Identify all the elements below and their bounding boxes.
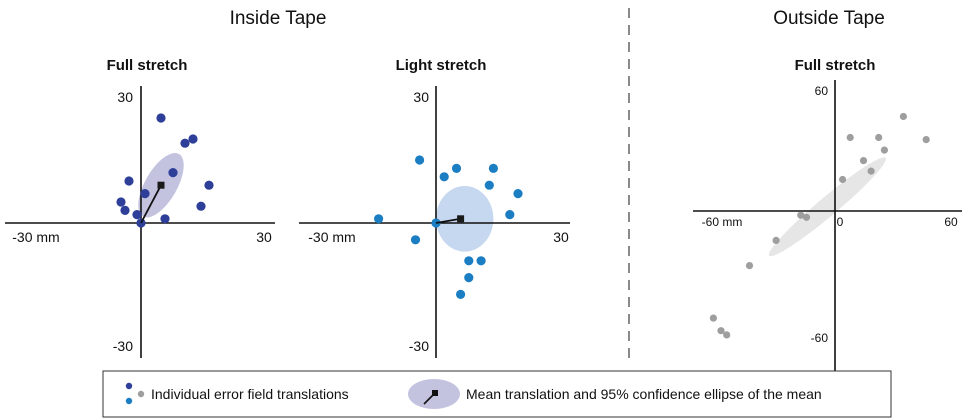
data-point bbox=[451, 163, 462, 173]
data-point bbox=[415, 155, 425, 165]
data-point bbox=[410, 235, 421, 245]
y-tick-label: 60 bbox=[815, 84, 829, 98]
legend-dot-light-stretch bbox=[125, 397, 133, 405]
data-point bbox=[839, 175, 847, 184]
data-point bbox=[188, 134, 198, 144]
mean-marker bbox=[457, 215, 465, 223]
data-point bbox=[196, 201, 206, 211]
legend-box bbox=[102, 370, 892, 418]
confidence-ellipse bbox=[436, 185, 494, 252]
scatter-panel-full-stretch-inside: -30 mm 30 30 -30 bbox=[5, 86, 275, 358]
data-point bbox=[439, 172, 449, 182]
mean-translation-line bbox=[140, 184, 162, 224]
data-point bbox=[374, 214, 384, 224]
data-point bbox=[745, 262, 754, 270]
scatter-panel-full-stretch-outside: -60 mm 0 60 60 -60 bbox=[693, 80, 962, 372]
data-point bbox=[846, 133, 854, 142]
y-tick-label: -30 bbox=[113, 338, 133, 354]
confidence-ellipse bbox=[768, 157, 886, 257]
data-point bbox=[124, 176, 134, 186]
x-tick-label: 60 bbox=[944, 215, 958, 229]
x-tick-label: -60 mm bbox=[702, 215, 743, 229]
legend: Individual error field translations Mean… bbox=[102, 370, 892, 418]
mean-marker bbox=[157, 181, 165, 189]
legend-dot-outside bbox=[137, 390, 145, 398]
data-point bbox=[922, 136, 930, 144]
data-point bbox=[116, 197, 126, 207]
legend-individual-label: Individual error field translations bbox=[151, 386, 349, 402]
y-tick-label: -30 bbox=[409, 338, 429, 354]
data-point bbox=[168, 168, 178, 178]
data-point bbox=[717, 327, 725, 335]
x-tick-label: 0 bbox=[837, 215, 844, 229]
panel-title-full-inside: Full stretch bbox=[107, 57, 188, 74]
y-tick-label: -60 bbox=[811, 331, 829, 345]
data-point bbox=[132, 210, 142, 220]
y-tick-label: 30 bbox=[413, 89, 429, 105]
legend-mean-marker bbox=[432, 390, 438, 396]
y-tick-label: 30 bbox=[117, 89, 133, 105]
data-point bbox=[204, 180, 214, 190]
x-tick-label: 30 bbox=[553, 229, 569, 245]
x-tick-label: 30 bbox=[256, 229, 272, 245]
data-point bbox=[488, 163, 498, 173]
data-point bbox=[709, 314, 718, 322]
data-point bbox=[899, 112, 908, 121]
data-point bbox=[156, 113, 166, 123]
data-point bbox=[120, 205, 130, 215]
data-point bbox=[140, 189, 150, 199]
data-point bbox=[802, 213, 811, 221]
data-point bbox=[464, 273, 474, 283]
data-point bbox=[875, 133, 883, 142]
data-point bbox=[772, 236, 780, 244]
scatter-panel-light-stretch-inside: -30 mm 30 30 -30 bbox=[299, 86, 570, 358]
x-tick-label: -30 mm bbox=[308, 229, 355, 245]
mean-translation-line bbox=[435, 217, 461, 224]
outside-tape-heading: Outside Tape bbox=[773, 8, 885, 29]
data-point bbox=[723, 331, 731, 339]
data-point bbox=[859, 157, 868, 165]
data-point bbox=[867, 167, 875, 175]
data-point bbox=[797, 211, 805, 219]
panel-title-full-outside: Full stretch bbox=[795, 57, 876, 74]
inside-tape-heading: Inside Tape bbox=[230, 8, 327, 29]
data-point bbox=[456, 289, 466, 299]
legend-dot-full-stretch bbox=[125, 382, 133, 390]
data-point bbox=[180, 138, 190, 148]
data-point bbox=[464, 256, 474, 266]
data-point bbox=[513, 189, 523, 199]
data-point bbox=[880, 146, 889, 154]
legend-mean-label: Mean translation and 95% confidence elli… bbox=[466, 386, 822, 402]
data-point bbox=[160, 214, 170, 224]
data-point bbox=[476, 256, 486, 266]
x-tick-label: -30 mm bbox=[12, 229, 59, 245]
data-point bbox=[505, 210, 515, 220]
panel-title-light-inside: Light stretch bbox=[396, 57, 487, 74]
data-point bbox=[484, 180, 494, 190]
